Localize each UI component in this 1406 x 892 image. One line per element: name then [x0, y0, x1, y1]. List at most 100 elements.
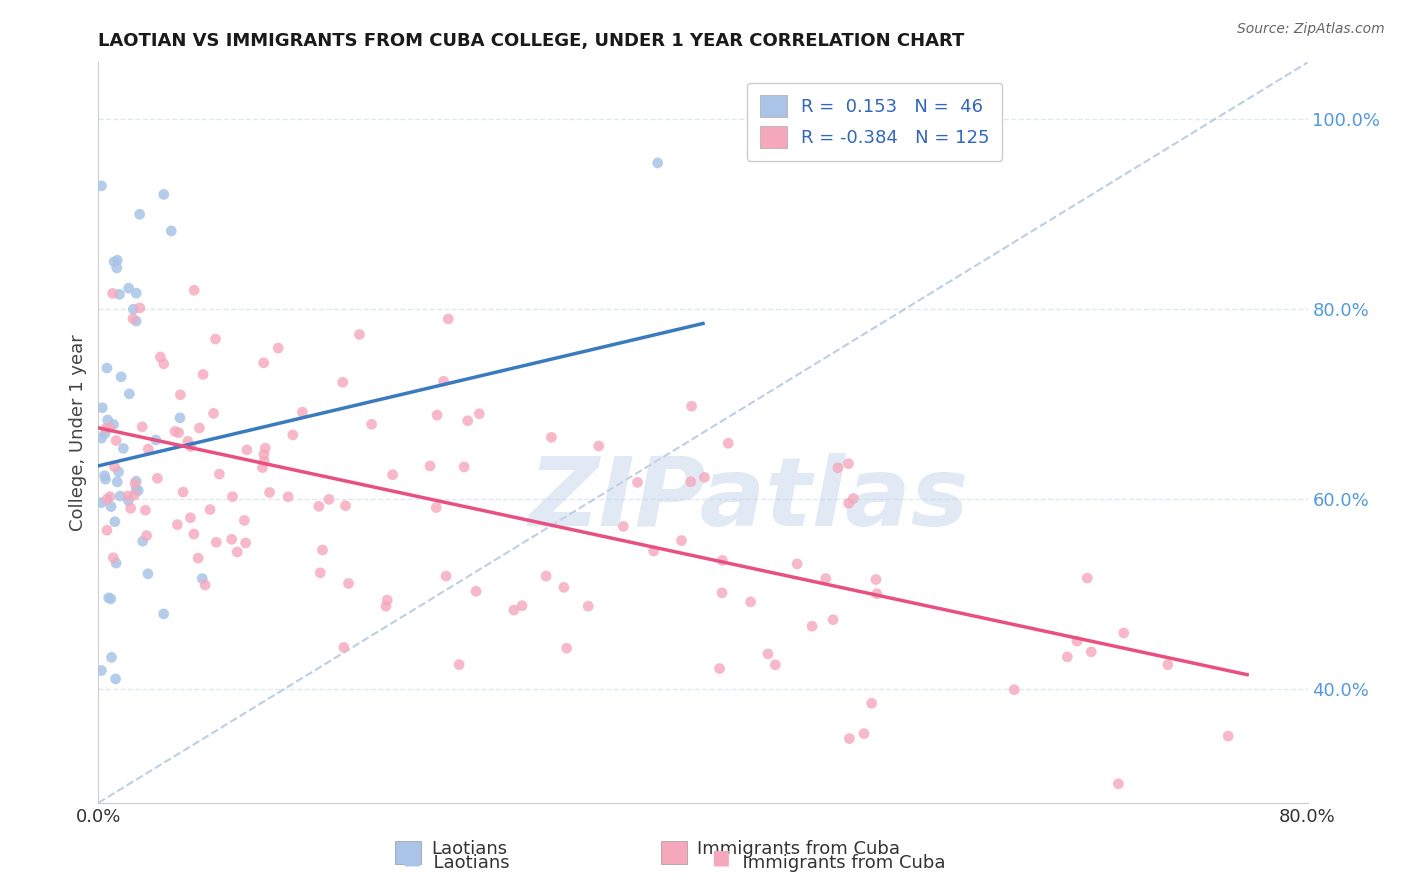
- Point: [132, 534, 155, 549]
- Point: [281, 428, 304, 442]
- Point: [98, 420, 121, 434]
- Point: [169, 410, 191, 425]
- Point: [626, 475, 648, 490]
- Point: [643, 544, 665, 558]
- Point: [122, 302, 145, 317]
- Point: [117, 489, 139, 503]
- Point: [104, 672, 127, 686]
- Point: [105, 434, 128, 448]
- Point: [236, 442, 259, 457]
- Point: [426, 408, 449, 422]
- Point: [108, 287, 131, 301]
- Point: [128, 301, 150, 315]
- Point: [253, 447, 276, 461]
- Point: [540, 430, 562, 444]
- Point: [308, 500, 330, 514]
- Point: [1112, 626, 1135, 640]
- Point: [104, 515, 127, 529]
- Point: [434, 569, 457, 583]
- Point: [318, 492, 340, 507]
- Point: [309, 566, 332, 580]
- Point: [333, 640, 356, 655]
- Point: [374, 599, 396, 614]
- Point: [277, 490, 299, 504]
- Point: [1076, 571, 1098, 585]
- Point: [96, 523, 118, 537]
- Point: [205, 535, 228, 549]
- Point: [842, 491, 865, 506]
- Point: [125, 482, 148, 496]
- Point: [103, 459, 125, 474]
- Point: [221, 533, 243, 547]
- Text: Source: ZipAtlas.com: Source: ZipAtlas.com: [1237, 22, 1385, 37]
- Point: [125, 314, 148, 328]
- Point: [122, 311, 145, 326]
- Point: [252, 460, 274, 475]
- Point: [837, 457, 859, 471]
- Point: [125, 474, 148, 488]
- Text: Immigrants from Cuba: Immigrants from Cuba: [697, 839, 900, 858]
- Legend: R =  0.153   N =  46, R = -0.384   N = 125: R = 0.153 N = 46, R = -0.384 N = 125: [747, 83, 1002, 161]
- Point: [90, 178, 112, 193]
- Point: [94, 421, 117, 435]
- Point: [94, 426, 117, 441]
- Point: [823, 613, 845, 627]
- Point: [337, 576, 360, 591]
- Point: [449, 657, 471, 672]
- Point: [866, 587, 889, 601]
- Point: [105, 475, 128, 489]
- Point: [122, 488, 145, 502]
- Point: [105, 556, 128, 570]
- Point: [1218, 729, 1240, 743]
- Point: [709, 662, 731, 676]
- Point: [332, 376, 354, 390]
- Point: [100, 650, 122, 665]
- Point: [259, 485, 281, 500]
- Point: [94, 472, 117, 486]
- Point: [453, 459, 475, 474]
- Point: [202, 406, 225, 420]
- Point: [432, 374, 454, 388]
- Point: [153, 187, 176, 202]
- Point: [375, 593, 398, 607]
- Point: [671, 533, 693, 548]
- Point: [101, 286, 124, 301]
- Point: [1157, 657, 1180, 672]
- Point: [1107, 777, 1129, 791]
- Point: [740, 595, 762, 609]
- Point: [555, 641, 578, 656]
- Point: [131, 419, 153, 434]
- Point: [865, 573, 887, 587]
- Point: [711, 553, 734, 567]
- Point: [169, 388, 191, 402]
- Point: [191, 368, 214, 382]
- Point: [814, 571, 837, 585]
- Text: Immigrants from Cuba: Immigrants from Cuba: [731, 855, 946, 872]
- Point: [90, 664, 112, 678]
- Point: [136, 442, 159, 456]
- Y-axis label: College, Under 1 year: College, Under 1 year: [69, 334, 87, 531]
- Text: ▪: ▪: [401, 843, 422, 872]
- Point: [152, 357, 174, 371]
- Point: [612, 519, 634, 533]
- Point: [838, 496, 860, 510]
- Point: [786, 557, 808, 571]
- Point: [647, 156, 669, 170]
- Point: [204, 332, 226, 346]
- Point: [510, 599, 533, 613]
- Point: [90, 431, 112, 445]
- Point: [1080, 645, 1102, 659]
- Point: [107, 465, 129, 479]
- Point: [226, 545, 249, 559]
- Point: [167, 425, 190, 440]
- Point: [291, 405, 314, 419]
- Point: [221, 490, 243, 504]
- Point: [105, 253, 128, 268]
- Point: [194, 578, 217, 592]
- Point: [103, 417, 125, 432]
- Point: [117, 493, 139, 508]
- Point: [233, 513, 256, 527]
- Point: [118, 281, 141, 295]
- Point: [93, 468, 115, 483]
- Text: ▪: ▪: [710, 843, 731, 872]
